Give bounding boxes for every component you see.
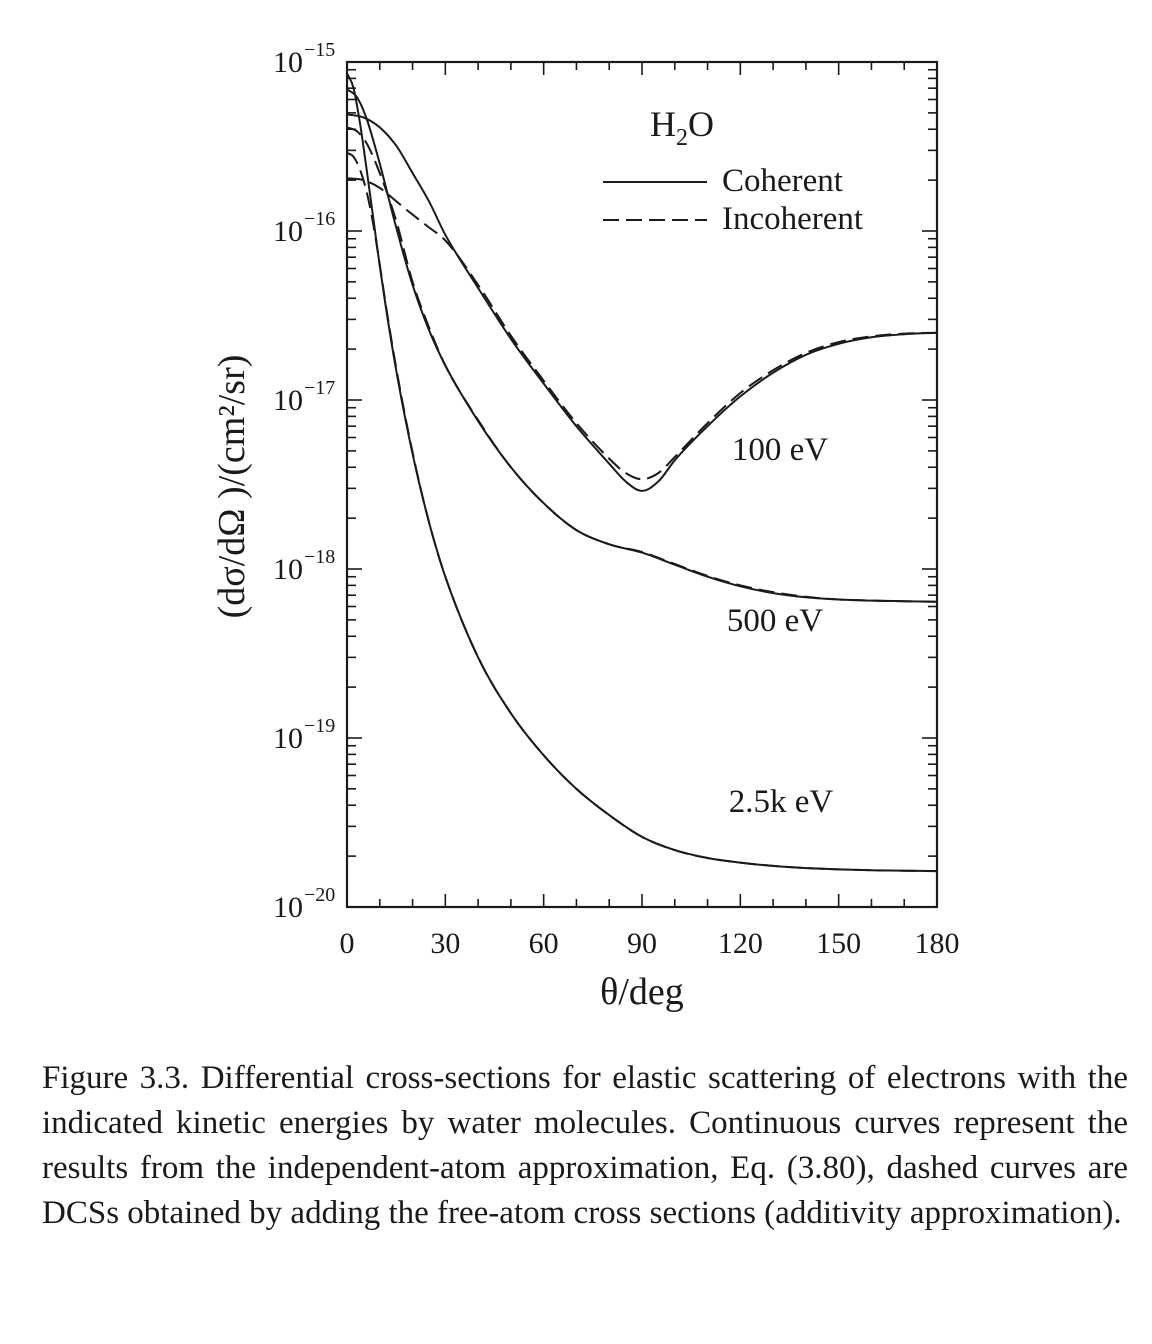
y-tick-exponent: −15 [304, 39, 335, 61]
y-tick-exponent: −17 [304, 377, 335, 399]
y-tick-label: 10 [273, 553, 303, 586]
curve-100-ev-incoherent [346, 177, 938, 481]
y-tick-label: 10 [273, 384, 303, 417]
x-tick-label: 30 [430, 927, 460, 960]
curves [346, 72, 938, 873]
curve-2-5k-ev-incoherent [346, 152, 938, 873]
y-tick-label: 10 [273, 722, 303, 755]
curve-500-ev-incoherent [346, 126, 938, 603]
curve-annotation: 100 eV [732, 432, 828, 468]
y-tick-label: 10 [273, 215, 303, 248]
x-tick-label: 0 [340, 927, 355, 960]
y-axis-title: (dσ/dΩ )/(cm²/sr) [211, 355, 253, 619]
x-tick-label: 60 [529, 927, 559, 960]
curve-100-ev-coherent [346, 113, 938, 492]
x-tick-label: 90 [627, 927, 657, 960]
y-tick-label: 10 [273, 891, 303, 924]
x-axis-title: θ/deg [600, 971, 684, 1013]
y-tick-exponent: −20 [304, 884, 335, 906]
x-tick-label: 180 [915, 927, 960, 960]
axes [345, 60, 939, 909]
x-tick-label: 150 [816, 927, 861, 960]
legend-title: H2O [650, 104, 714, 151]
y-tick-exponent: −19 [304, 715, 335, 737]
x-tick-label: 120 [718, 927, 763, 960]
plot-frame [345, 60, 939, 909]
curve-annotation: 2.5k eV [729, 784, 834, 820]
curve-annotation: 500 eV [727, 603, 823, 639]
figure-caption: Figure 3.3. Differential cross-sections … [42, 1060, 1128, 1231]
legend-label: Coherent [722, 163, 843, 199]
y-tick-label: 10 [273, 46, 303, 79]
y-tick-exponent: −16 [304, 208, 335, 230]
curve-2-5k-ev-coherent [346, 72, 938, 873]
legend-label: Incoherent [722, 201, 863, 237]
y-tick-exponent: −18 [304, 546, 335, 568]
